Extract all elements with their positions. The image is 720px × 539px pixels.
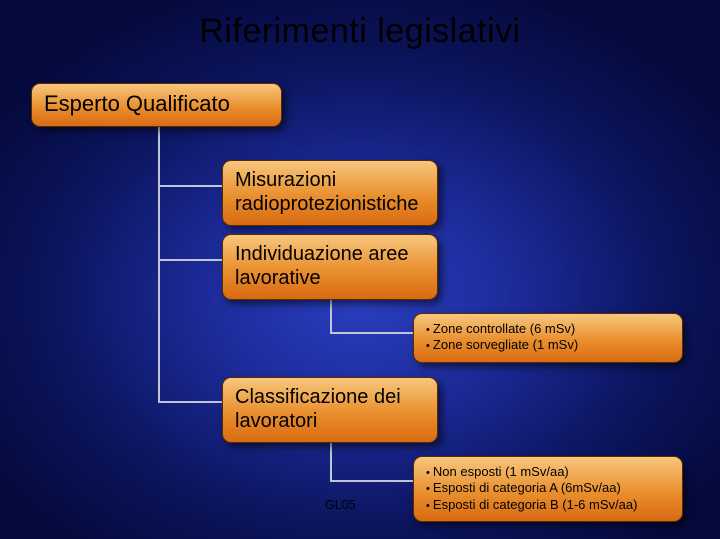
node-zone: Zone controllate (6 mSv) Zone sorvegliat… [413,313,683,363]
node-line: Zone controllate (6 mSv) [426,321,670,337]
node-root: Esperto Qualificato [31,83,282,127]
connector [330,480,413,482]
connector [158,259,222,261]
node-label: Classificazione dei lavoratori [235,386,401,432]
connector [158,123,160,403]
node-line: Esposti di categoria A (6mSv/aa) [426,480,670,496]
node-label: Individuazione aree lavorative [235,243,408,289]
connector [158,185,222,187]
node-individuazione: Individuazione aree lavorative [222,234,438,300]
connector [158,401,222,403]
page-title: Riferimenti legislativi [0,0,720,51]
node-label: Esperto Qualificato [44,91,230,116]
node-line: Esposti di categoria B (1-6 mSv/aa) [426,497,670,513]
connector [330,332,413,334]
node-line: Non esposti (1 mSv/aa) [426,464,670,480]
node-line: Zone sorvegliate (1 mSv) [426,337,670,353]
node-esposti: Non esposti (1 mSv/aa) Esposti di catego… [413,456,683,522]
node-misurazioni: Misurazioni radioprotezionistiche [222,160,438,226]
node-classificazione: Classificazione dei lavoratori [222,377,438,443]
footer-label: GL05 [325,498,356,512]
node-label: Misurazioni radioprotezionistiche [235,169,418,215]
